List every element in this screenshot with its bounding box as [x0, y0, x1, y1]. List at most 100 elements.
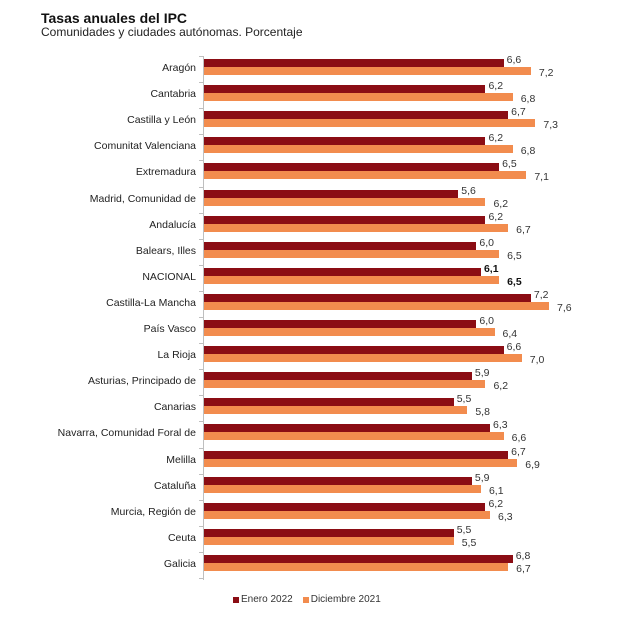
bar-enero-2022[interactable] [204, 398, 454, 407]
bar-diciembre-2021[interactable] [204, 432, 504, 441]
bar-enero-2022[interactable] [204, 476, 472, 485]
category-label: Asturias, Principado de [88, 375, 196, 388]
bar-diciembre-2021[interactable] [204, 328, 495, 336]
bar-group: Cataluña 5,9 6,1 [0, 472, 621, 500]
axis-tick [199, 238, 203, 240]
bar-enero-2022[interactable] [204, 111, 509, 120]
data-label: 5,6 [461, 184, 476, 197]
category-label: Madrid, Comunidad de [89, 192, 196, 205]
axis-tick [199, 160, 203, 162]
bar-enero-2022[interactable] [204, 372, 472, 381]
legend-item-diciembre-2021[interactable]: Diciembre 2021 [302, 594, 381, 605]
bar-group: La Rioja 6,6 7,0 [0, 341, 621, 369]
bar-group: Canarias 5,5 5,8 [0, 393, 621, 421]
axis-tick [199, 369, 203, 371]
category-label: Canarias [153, 401, 196, 414]
data-label: 6,4 [502, 328, 518, 340]
category-label: Navarra, Comunidad Foral de [57, 427, 196, 440]
bar-diciembre-2021[interactable] [204, 536, 454, 545]
chart-subtitle: Comunidades y ciudades autónomas. Porcen… [41, 25, 303, 39]
bar-group: NACIONAL 6,1 6,5 [0, 263, 621, 291]
bar-group: Melilla 6,7 6,9 [0, 446, 621, 474]
data-label: 6,2 [493, 197, 509, 210]
data-label: 6,6 [506, 54, 522, 66]
bar-enero-2022[interactable] [204, 293, 531, 302]
bar-enero-2022[interactable] [204, 163, 500, 172]
axis-tick [199, 186, 203, 188]
data-label: 6,1 [488, 484, 504, 497]
bar-diciembre-2021[interactable] [204, 197, 486, 206]
axis-tick [199, 108, 203, 110]
category-label: Balears, Illes [135, 244, 196, 257]
bar-enero-2022[interactable] [204, 215, 486, 224]
axis-tick [199, 82, 203, 84]
legend-swatch-enero-icon [233, 596, 239, 603]
data-label: 6,3 [498, 510, 513, 523]
bar-group: Murcia, Región de 6,2 6,3 [0, 498, 621, 526]
data-label: 6,5 [507, 275, 522, 288]
bar-diciembre-2021[interactable] [204, 484, 481, 493]
data-label: 7,2 [538, 67, 554, 79]
axis-tick [199, 551, 203, 553]
bar-enero-2022[interactable] [204, 424, 491, 433]
bar-diciembre-2021[interactable] [204, 223, 509, 232]
data-label: 6,8 [515, 549, 531, 562]
axis-tick [199, 56, 203, 57]
bar-diciembre-2021[interactable] [204, 145, 513, 154]
category-label: Andalucía [149, 218, 196, 231]
bar-diciembre-2021[interactable] [204, 275, 500, 284]
data-label: 6,0 [479, 236, 494, 249]
bar-diciembre-2021[interactable] [204, 510, 491, 519]
legend: Enero 2022 Diciembre 2021 [233, 594, 381, 605]
data-label: 5,5 [456, 393, 472, 406]
bar-diciembre-2021[interactable] [204, 249, 500, 258]
legend-item-enero-2022[interactable]: Enero 2022 [233, 594, 293, 605]
bar-enero-2022[interactable] [204, 241, 477, 250]
bar-enero-2022[interactable] [204, 502, 486, 511]
bar-diciembre-2021[interactable] [204, 380, 486, 389]
bar-enero-2022[interactable] [204, 320, 477, 328]
category-label: Galicia [163, 557, 196, 570]
bar-diciembre-2021[interactable] [204, 67, 531, 75]
bar-group: Comunitat Valenciana 6,2 6,8 [0, 132, 621, 160]
chart-title: Tasas anuales del IPC [41, 10, 188, 26]
bar-group: País Vasco 6,0 6,4 [0, 315, 621, 343]
bar-enero-2022[interactable] [204, 346, 504, 355]
category-label: País Vasco [143, 323, 196, 335]
bar-diciembre-2021[interactable] [204, 301, 550, 310]
axis-tick [199, 343, 203, 345]
bar-diciembre-2021[interactable] [204, 93, 513, 102]
category-label: Melilla [166, 453, 196, 466]
bar-enero-2022[interactable] [204, 59, 504, 67]
bar-diciembre-2021[interactable] [204, 406, 468, 415]
bar-enero-2022[interactable] [204, 450, 509, 459]
bar-enero-2022[interactable] [204, 137, 486, 146]
bar-enero-2022[interactable] [204, 554, 513, 563]
bar-enero-2022[interactable] [204, 189, 459, 198]
data-label: 6,6 [511, 432, 527, 445]
bar-enero-2022[interactable] [204, 85, 486, 94]
data-label: 7,6 [557, 301, 572, 314]
bar-group: Asturias, Principado de 5,9 6,2 [0, 367, 621, 395]
data-label: 6,5 [502, 158, 517, 171]
bar-group: Cantabria 6,2 6,8 [0, 80, 621, 108]
axis-tick [199, 212, 203, 214]
data-label: 6,9 [525, 458, 540, 471]
bar-enero-2022[interactable] [204, 267, 481, 276]
bar-diciembre-2021[interactable] [204, 354, 522, 363]
bar-enero-2022[interactable] [204, 528, 454, 537]
bar-diciembre-2021[interactable] [204, 171, 527, 180]
data-label: 7,1 [534, 171, 549, 184]
data-label: 6,2 [488, 80, 504, 93]
bar-diciembre-2021[interactable] [204, 458, 518, 467]
bar-diciembre-2021[interactable] [204, 562, 509, 571]
data-label: 7,2 [533, 288, 549, 301]
legend-label: Diciembre 2021 [310, 594, 381, 605]
data-label: 6,2 [488, 210, 504, 223]
data-label: 6,0 [479, 315, 494, 327]
axis-tick [199, 421, 203, 423]
category-label: Comunitat Valenciana [94, 140, 196, 153]
category-label: Ceuta [167, 531, 196, 544]
axis-tick [199, 134, 203, 136]
bar-diciembre-2021[interactable] [204, 119, 536, 128]
